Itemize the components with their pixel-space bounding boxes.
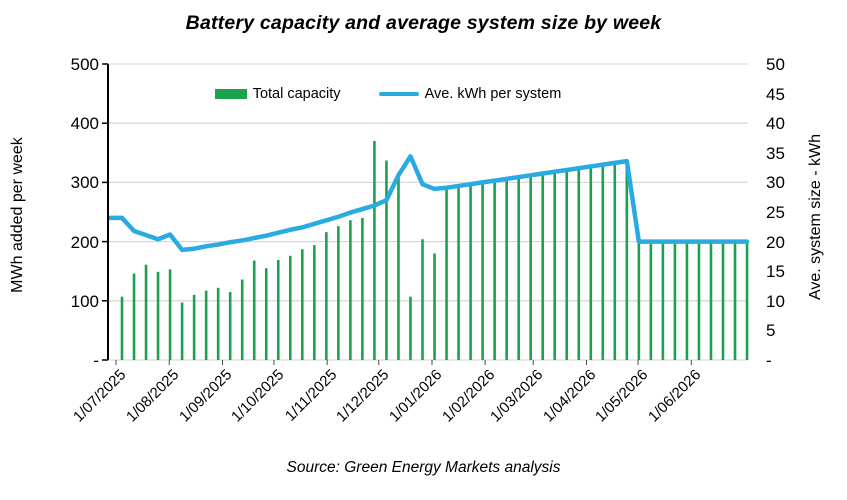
capacity-bar: [529, 175, 532, 360]
capacity-bar: [685, 241, 689, 360]
capacity-bar: [505, 178, 508, 360]
capacity-bar: [120, 296, 124, 360]
capacity-bar: [709, 241, 713, 360]
capacity-bar: [421, 239, 424, 360]
capacity-bar: [409, 296, 412, 360]
capacity-bar: [637, 241, 641, 360]
capacity-bar: [397, 172, 400, 360]
source-note: Source: Green Energy Markets analysis: [286, 459, 561, 476]
right-axis-tick-label: 50: [766, 55, 785, 74]
capacity-bar: [168, 269, 172, 360]
capacity-bar: [192, 294, 196, 360]
chart-title: Battery capacity and average system size…: [185, 12, 662, 34]
capacity-bar: [613, 162, 617, 360]
capacity-bar: [565, 169, 569, 360]
capacity-bar: [469, 184, 472, 360]
right-axis-tick-label: 5: [766, 321, 776, 341]
capacity-bar: [276, 259, 280, 360]
capacity-bar: [541, 173, 544, 360]
capacity-bar: [373, 140, 376, 360]
capacity-bar: [180, 302, 184, 360]
capacity-bar: [577, 168, 581, 360]
capacity-bar: [264, 268, 268, 360]
right-axis-tick-label: 30: [766, 173, 785, 193]
capacity-bar: [553, 171, 557, 360]
right-axis-tick-label: 40: [766, 114, 785, 134]
capacity-bar: [697, 241, 701, 360]
right-axis-title: Ave. system size - kWh: [807, 134, 824, 300]
right-axis-tick-label: -: [766, 351, 772, 370]
capacity-bar: [132, 273, 136, 360]
line-swatch-icon: [378, 91, 419, 97]
capacity-bar: [216, 287, 220, 360]
capacity-bar: [337, 226, 340, 360]
capacity-bar: [301, 249, 304, 360]
capacity-bar: [385, 160, 388, 360]
capacity-bar: [433, 253, 436, 360]
capacity-bar: [673, 241, 677, 360]
left-axis-tick-label: 500: [70, 55, 99, 74]
capacity-bar: [252, 260, 256, 360]
right-axis-tick-label: 15: [766, 262, 785, 282]
chart-plot: [102, 63, 750, 365]
capacity-bar: [589, 166, 593, 360]
capacity-bar: [649, 241, 653, 360]
capacity-bar: [288, 255, 292, 360]
left-axis-tick-label: 100: [70, 291, 99, 311]
capacity-bar: [601, 164, 605, 360]
capacity-bar: [457, 185, 460, 360]
right-axis-tick-label: 45: [766, 84, 785, 104]
legend-label-avg-kwh: Ave. kWh per system: [424, 86, 562, 102]
capacity-bar: [325, 232, 328, 360]
capacity-bar: [721, 241, 725, 360]
left-axis-tick-label: 200: [70, 232, 99, 252]
capacity-bar: [661, 241, 665, 360]
capacity-bar: [481, 182, 484, 360]
capacity-bar: [745, 241, 749, 360]
capacity-bar: [156, 271, 160, 360]
capacity-bar: [445, 187, 448, 360]
chart-legend: Total capacity Ave. kWh per system: [108, 84, 668, 104]
left-axis-tick-label: 400: [70, 114, 99, 134]
capacity-bar: [228, 291, 232, 360]
legend-item-total-capacity: Total capacity: [214, 86, 341, 102]
capacity-bar: [493, 180, 496, 360]
right-axis-tick-label: 35: [766, 143, 785, 163]
left-axis-tick-label: 300: [70, 173, 99, 193]
capacity-bar: [240, 279, 244, 360]
capacity-bar: [517, 177, 520, 360]
left-axis-title: MWh added per week: [9, 137, 26, 293]
capacity-bar: [733, 241, 737, 360]
capacity-bar: [313, 245, 316, 360]
capacity-bar: [204, 290, 208, 360]
capacity-bar: [361, 217, 364, 360]
capacity-bar: [625, 161, 629, 360]
right-axis-tick-label: 20: [766, 232, 785, 252]
left-axis-tick-label: -: [93, 351, 99, 370]
legend-item-avg-kwh: Ave. kWh per system: [378, 86, 562, 102]
capacity-bar: [144, 264, 148, 360]
capacity-bar: [349, 220, 352, 360]
legend-label-total-capacity: Total capacity: [252, 86, 341, 102]
bar-swatch-icon: [214, 89, 247, 99]
right-axis-tick-label: 10: [766, 291, 785, 311]
right-axis-tick-label: 25: [766, 203, 785, 222]
avg-kwh-line: [107, 154, 750, 253]
